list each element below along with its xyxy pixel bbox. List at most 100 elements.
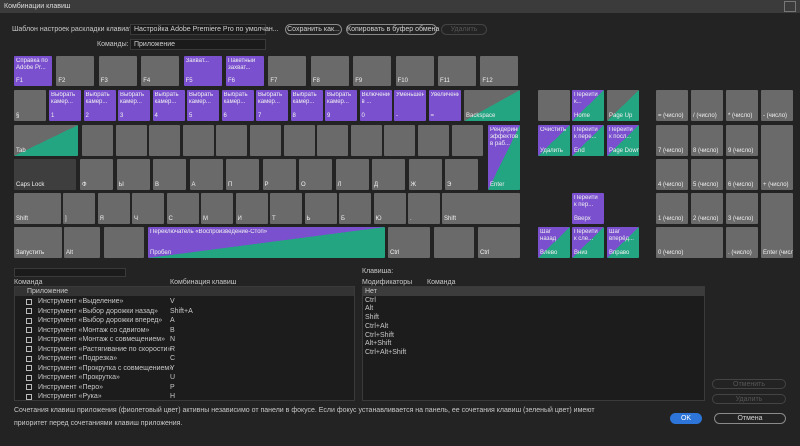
key[interactable]: Ю [373,193,406,224]
command-name[interactable]: Инструмент «Монтаж с совмещением» [38,336,165,343]
key[interactable]: А [189,159,223,190]
key[interactable]: Ж [408,159,442,190]
key[interactable]: Справка по Adobe Pr... F1 [14,56,52,86]
command-name[interactable]: Инструмент «Выбор дорожки вперед» [38,317,163,324]
key[interactable]: Перейти к пере... End [572,125,604,156]
key[interactable]: Ф [80,159,113,190]
key[interactable]: Шаг назад Влево [538,227,570,258]
key[interactable]: Перейти к пер... Вверх [572,193,604,224]
command-name[interactable]: Инструмент «Монтаж со сдвигом» [38,326,150,334]
key[interactable]: F9 [353,56,392,86]
key[interactable]: 6 (число) [726,159,758,190]
key[interactable]: 1 (число) [656,193,688,224]
key[interactable]: F11 [438,56,476,86]
key[interactable]: Я [97,193,130,224]
key[interactable]: Ctrl [388,227,430,258]
modifier-row[interactable]: Ctrl+Shift [365,331,394,339]
command-name[interactable]: Инструмент «Выбор дорожки назад» [38,307,158,315]
key[interactable]: Ч [132,193,164,224]
key[interactable]: Выбрать камер... 7 [256,90,288,121]
key[interactable]: Запустить [14,227,62,258]
key[interactable]: F4 [141,56,180,86]
key[interactable]: Выбрать камер... 5 [187,90,219,121]
key[interactable] [115,125,147,156]
key[interactable] [434,227,474,258]
key[interactable] [418,125,449,156]
key[interactable]: Alt [64,227,100,258]
key[interactable]: § [14,90,46,121]
modifier-row[interactable]: Ctrl+Alt [365,322,389,330]
key[interactable]: * (число) [726,90,758,121]
key[interactable]: Ctrl [478,227,520,258]
key[interactable]: F12 [480,56,519,86]
modifier-row[interactable]: Нет [363,287,704,296]
key[interactable]: И [235,193,268,224]
key[interactable]: Выбрать камер... 4 [152,90,185,121]
key[interactable] [538,90,570,121]
commands-dropdown[interactable]: Приложение [130,39,266,50]
key[interactable] [82,125,113,156]
key[interactable]: = (число) [656,90,688,121]
key[interactable]: . (число) [726,227,758,258]
key[interactable]: Б [339,193,371,224]
key[interactable]: Захват... F5 [183,56,222,86]
key[interactable]: Перейти к посл... Page Down [607,125,639,156]
modifier-row[interactable]: Alt [365,305,374,313]
key[interactable]: Выбрать камер... 2 [83,90,116,121]
key[interactable] [104,227,144,258]
command-name[interactable]: Инструмент «Растягивание по скорости» [38,345,172,353]
search-field[interactable] [14,268,126,277]
key[interactable]: Л [335,159,369,190]
key[interactable] [283,125,315,156]
key[interactable]: . [408,193,440,224]
key[interactable]: Выбрать камер... 3 [118,90,150,121]
close-button[interactable] [784,1,796,12]
modifier-row[interactable]: Ctrl+Alt+Shift [365,348,407,356]
key[interactable]: F3 [98,56,137,86]
key[interactable]: Э [445,159,478,190]
ok-button[interactable]: OK [670,413,702,424]
key[interactable]: - (число) [761,90,793,121]
key[interactable]: 7 (число) [656,125,688,156]
key[interactable] [216,125,248,156]
key[interactable]: Tab [14,125,78,156]
key[interactable]: 2 (число) [691,193,723,224]
key[interactable]: Пакетный захват... F6 [226,56,264,86]
key[interactable]: F7 [268,56,307,86]
key[interactable]: Перейти к... Home [572,90,604,121]
key[interactable]: Shift [442,193,520,224]
modifier-row[interactable]: Shift [365,314,380,322]
key[interactable]: Выбрать камер... 1 [49,90,81,121]
key[interactable] [451,125,483,156]
key[interactable] [149,125,181,156]
key[interactable] [350,125,382,156]
key[interactable]: Перейти к сле... Вниз [572,227,604,258]
preset-dropdown[interactable]: Настройка Adobe Premiere Pro по умолчан.… [130,24,279,35]
command-name[interactable]: Инструмент «Рука» [38,393,102,400]
key[interactable]: Выбрать камер... 9 [325,90,357,121]
command-name[interactable]: Инструмент «Выделение» [38,298,124,305]
key[interactable]: Д [372,159,405,190]
key[interactable]: М [201,193,233,224]
command-name[interactable]: Инструмент «Прокрутка» [38,374,120,381]
key[interactable]: F8 [310,56,349,86]
command-name[interactable]: Инструмент «Подрезка» [38,355,118,362]
key[interactable]: 3 (число) [726,193,758,224]
save-as-button[interactable]: Сохранить как... [285,24,342,35]
key[interactable]: Переключатель «Воспроизведение-Стоп» Проб… [148,227,385,258]
key[interactable]: Page Up [607,90,639,121]
key[interactable]: О [299,159,332,190]
key[interactable]: Shift [14,193,61,224]
key[interactable]: ] [63,193,95,224]
key[interactable]: 9 (число) [726,125,758,156]
key[interactable]: Т [270,193,302,224]
key[interactable]: Уменьшение - [394,90,426,121]
key[interactable]: Р [262,159,296,190]
key[interactable]: Включение в ... 0 [359,90,392,121]
key[interactable]: Выбрать камер... 6 [221,90,254,121]
key[interactable]: Caps Lock [14,159,76,190]
key[interactable]: + (число) [761,125,793,190]
key[interactable]: Выбрать камер... 8 [290,90,323,121]
copy-button[interactable]: Копировать в буфер обмена [346,24,440,35]
key[interactable]: Шаг вперёд... Вправо [607,227,639,258]
